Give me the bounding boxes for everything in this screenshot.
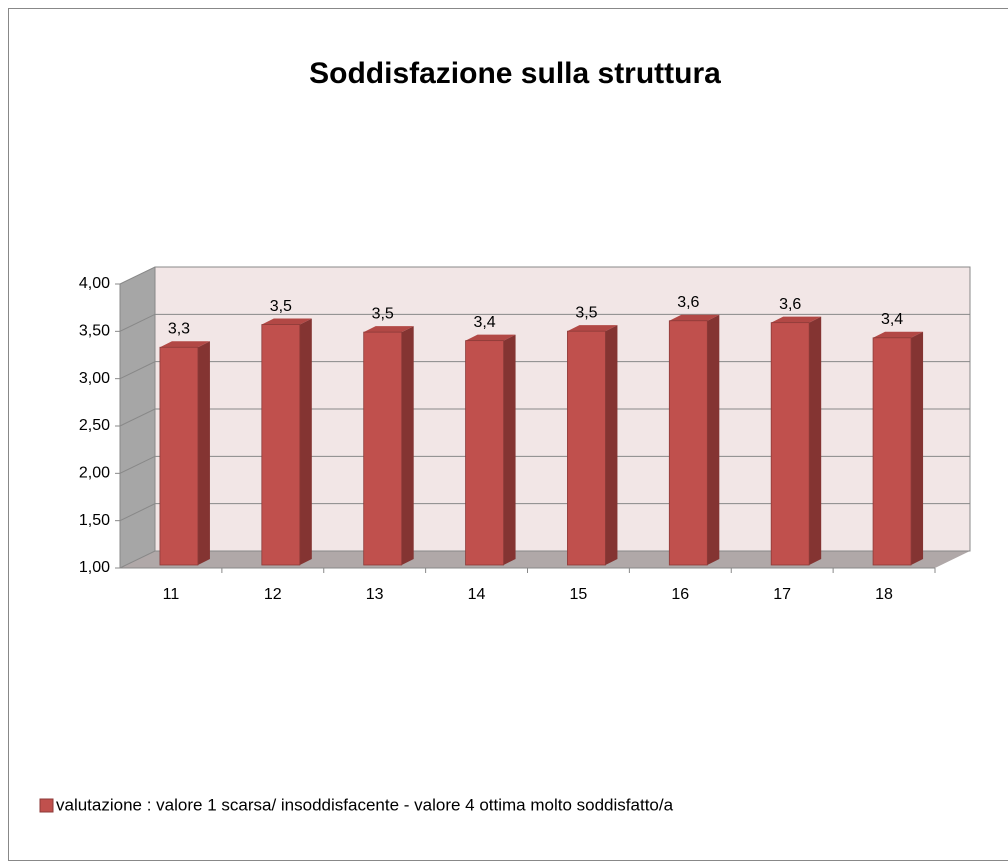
legend-swatch <box>39 798 54 813</box>
bar <box>261 318 312 566</box>
bar-side <box>911 331 924 565</box>
x-tick-label: 11 <box>163 586 180 603</box>
bar-side <box>299 318 312 565</box>
grid-line <box>119 313 970 332</box>
bar-top <box>669 314 720 321</box>
bar-side <box>503 334 516 565</box>
y-tick-label: 1,50 <box>79 512 110 529</box>
x-tick-label: 14 <box>468 586 486 603</box>
bar-front <box>668 320 708 566</box>
y-tick-label: 4,00 <box>79 275 110 292</box>
bar-front <box>465 340 504 566</box>
bar <box>363 326 414 566</box>
x-tick-label: 15 <box>570 586 588 603</box>
x-tick-label: 16 <box>671 586 689 603</box>
bar <box>770 316 822 566</box>
bar-top <box>873 331 924 338</box>
x-tick-label: 17 <box>773 586 791 603</box>
data-label: 3,5 <box>575 304 597 321</box>
bar-front <box>363 331 403 566</box>
x-tick-label: 18 <box>875 586 893 603</box>
bar-top <box>261 318 312 325</box>
bar-top <box>465 334 516 341</box>
y-tick-label: 1,00 <box>79 559 110 576</box>
bar <box>465 334 516 566</box>
bar-front <box>770 322 810 566</box>
bar <box>872 331 924 566</box>
bar-top <box>771 316 822 323</box>
bar-top <box>159 341 210 348</box>
bar-side <box>197 341 210 565</box>
x-tick-label: 12 <box>264 586 282 603</box>
bar <box>668 314 720 566</box>
data-label: 3,3 <box>168 320 190 337</box>
data-label: 3,6 <box>779 296 801 313</box>
data-label: 3,4 <box>473 314 495 331</box>
y-tick-label: 2,50 <box>79 417 110 434</box>
data-label: 3,5 <box>270 298 292 315</box>
data-label: 3,5 <box>372 305 394 322</box>
data-label: 3,4 <box>881 311 903 328</box>
legend-label: valutazione : valore 1 scarsa/ insoddisf… <box>56 795 674 814</box>
bar-top <box>567 325 618 332</box>
bar <box>159 341 210 566</box>
bar-side <box>809 316 822 565</box>
bar-side <box>707 314 720 565</box>
x-tick-label: 13 <box>366 586 384 603</box>
chart-title: Soddisfazione sulla struttura <box>309 57 721 90</box>
bar-front <box>567 330 606 566</box>
y-tick-label: 3,50 <box>79 323 110 340</box>
floor <box>120 551 970 568</box>
bar-side <box>401 326 414 565</box>
bar-front <box>159 346 199 566</box>
bar-front <box>872 337 912 566</box>
bar-top <box>363 326 414 333</box>
bar-front <box>261 324 301 566</box>
grid-line <box>119 266 970 285</box>
data-label: 3,6 <box>677 294 699 311</box>
y-tick-label: 3,00 <box>79 370 110 387</box>
y-tick-label: 2,00 <box>79 465 110 482</box>
bar-side <box>605 325 618 565</box>
bar <box>567 325 618 566</box>
